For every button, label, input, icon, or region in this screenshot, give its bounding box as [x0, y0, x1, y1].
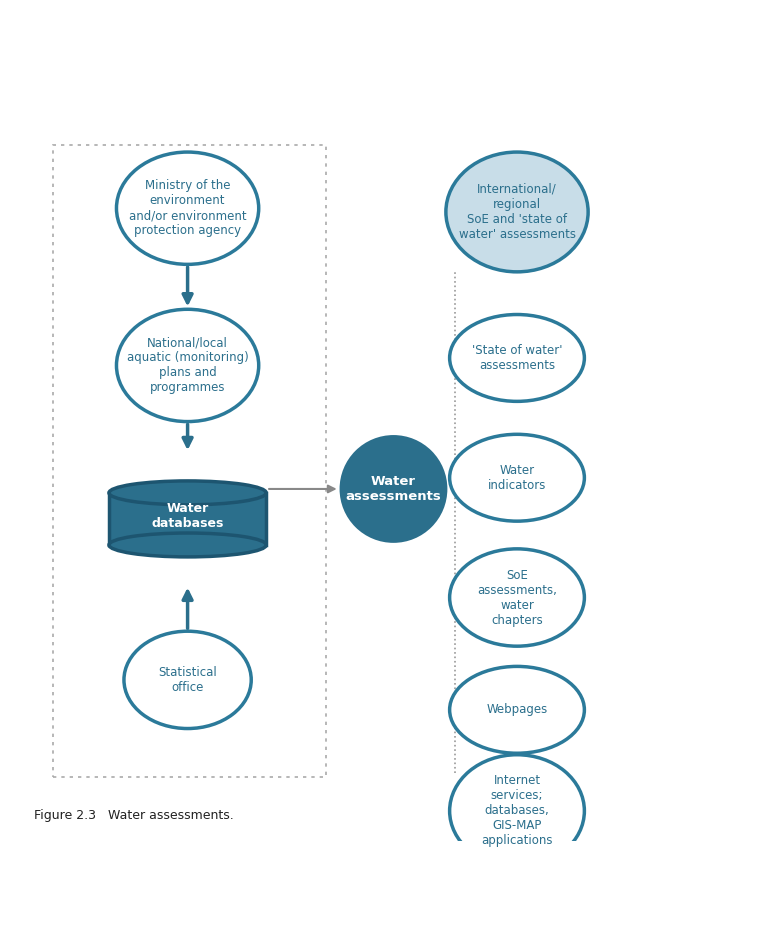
Ellipse shape [117, 152, 259, 264]
Text: Internet
services;
databases,
GIS-MAP
applications: Internet services; databases, GIS-MAP ap… [481, 774, 553, 847]
Ellipse shape [117, 309, 259, 422]
Text: Water
databases: Water databases [151, 502, 224, 530]
Text: 'State of water'
assessments: 'State of water' assessments [472, 344, 562, 372]
Text: Water
assessments: Water assessments [346, 475, 441, 503]
Ellipse shape [109, 480, 266, 505]
Ellipse shape [450, 755, 584, 867]
Ellipse shape [450, 666, 584, 753]
Ellipse shape [450, 434, 584, 522]
Ellipse shape [124, 632, 251, 729]
Text: Statistical
office: Statistical office [158, 666, 217, 694]
Text: SoE
assessments,
water
chapters: SoE assessments, water chapters [477, 568, 557, 627]
FancyBboxPatch shape [109, 493, 266, 545]
Ellipse shape [450, 549, 584, 647]
Ellipse shape [109, 533, 266, 557]
Text: Water
indicators: Water indicators [488, 464, 547, 492]
Circle shape [340, 435, 447, 543]
Text: Figure 2.3   Water assessments.: Figure 2.3 Water assessments. [34, 809, 234, 822]
Text: National/local
aquatic (monitoring)
plans and
programmes: National/local aquatic (monitoring) plan… [126, 337, 248, 395]
Text: Webpages: Webpages [487, 703, 547, 717]
Ellipse shape [450, 314, 584, 401]
Ellipse shape [446, 152, 588, 272]
Text: International/
regional
SoE and 'state of
water' assessments: International/ regional SoE and 'state o… [459, 183, 575, 241]
Text: Ministry of the
environment
and/or environment
protection agency: Ministry of the environment and/or envir… [129, 179, 246, 237]
